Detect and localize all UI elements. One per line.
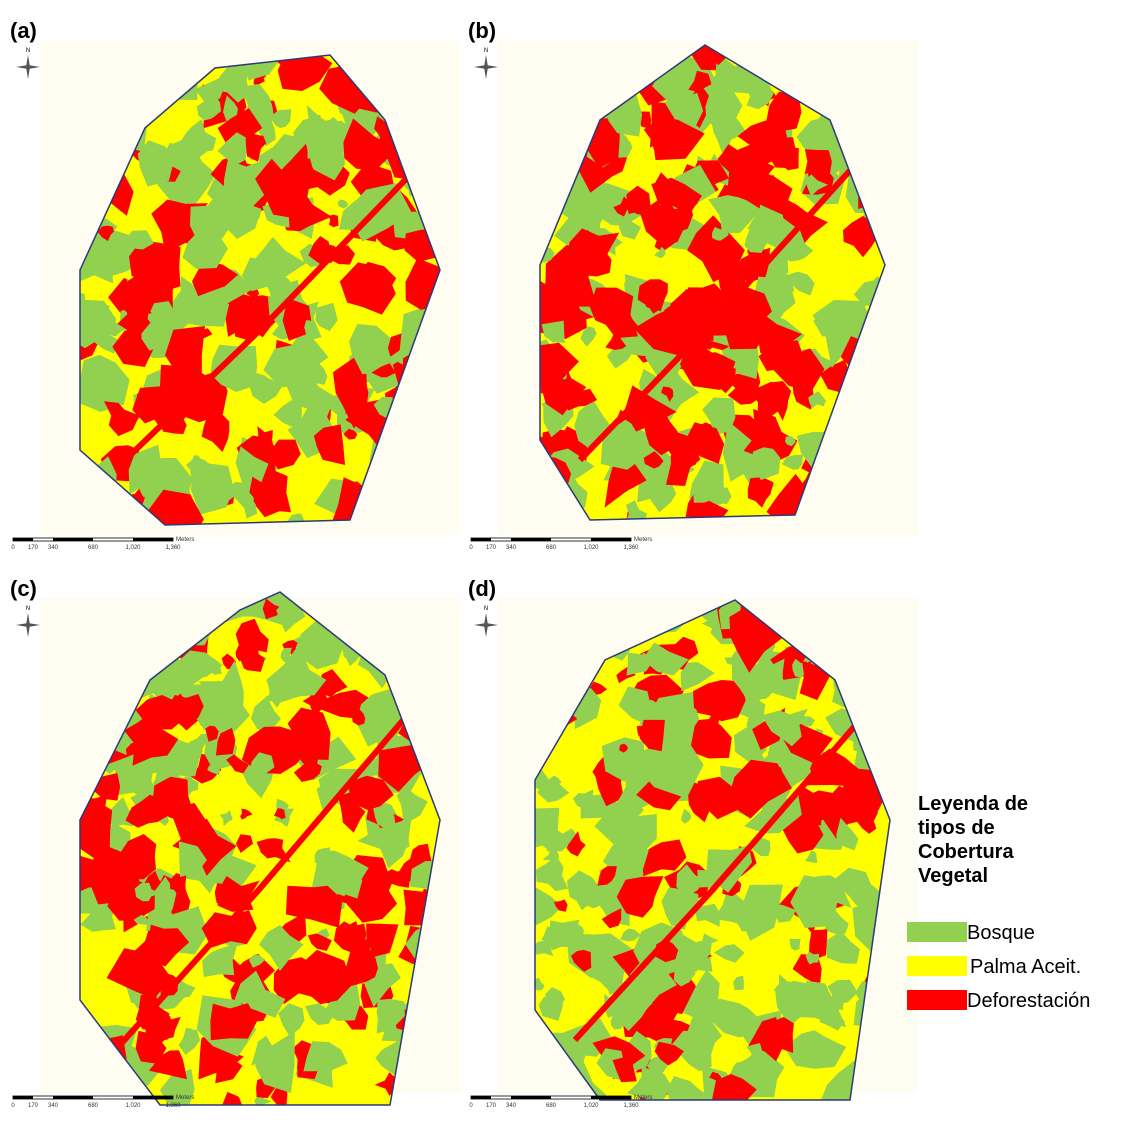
legend-swatch [907, 922, 967, 942]
compass [474, 55, 498, 79]
panel-label: (a) [10, 18, 37, 43]
north-label: N [484, 48, 488, 54]
panel-label: (d) [468, 576, 496, 601]
legend-label: Deforestación [967, 990, 1090, 1012]
scale-label: 0 [469, 545, 473, 551]
scale-label: 170 [28, 1103, 39, 1109]
scale-unit: Meters [634, 537, 652, 543]
scale-segment [53, 538, 93, 541]
scale-label: 680 [88, 545, 99, 551]
scale-unit: Meters [634, 1095, 652, 1101]
page: (a) N 0 170 340 680 1,020 1,360 Meters (b) N 0 170 34… [0, 0, 1134, 1122]
scale-segment [53, 1096, 93, 1099]
scale-label: 1,020 [583, 545, 599, 551]
scale-label: 0 [11, 1103, 15, 1109]
scale-label: 1,360 [165, 1103, 181, 1109]
legend-title: Leyenda de tipos de Cobertura Vegetal [918, 792, 1078, 888]
scale-label: 680 [546, 545, 557, 551]
legend-swatch [907, 990, 967, 1010]
legend-label: Palma Aceit. [970, 956, 1081, 978]
scale-segment [13, 538, 33, 541]
scale-segment [133, 1096, 173, 1099]
scale-label: 170 [486, 1103, 497, 1109]
scale-label: 170 [486, 545, 497, 551]
scale-label: 1,360 [623, 545, 639, 551]
scale-label: 1,020 [125, 1103, 141, 1109]
scale-label: 1,020 [583, 1103, 599, 1109]
scale-label: 680 [546, 1103, 557, 1109]
legend-title-box: Leyenda de tipos de Cobertura Vegetal [918, 792, 1078, 912]
scale-label: 680 [88, 1103, 99, 1109]
scale-label: 1,360 [623, 1103, 639, 1109]
panel-label: (c) [10, 576, 37, 601]
scale-label: 340 [48, 545, 59, 551]
scale-label: 1,360 [165, 545, 181, 551]
figure: (a) N 0 170 340 680 1,020 1,360 Meters (b) N 0 170 34… [0, 0, 1134, 1122]
scale-unit: Meters [176, 1095, 194, 1101]
legend-label: Bosque [967, 922, 1035, 944]
scale-label: 1,020 [125, 545, 141, 551]
scale-label: 0 [11, 545, 15, 551]
compass [16, 55, 40, 79]
scale-label: 340 [506, 1103, 517, 1109]
scale-unit: Meters [176, 537, 194, 543]
legend-swatch [907, 956, 967, 976]
scale-segment [511, 538, 551, 541]
scale-segment [591, 538, 631, 541]
scale-segment [471, 538, 491, 541]
north-label: N [484, 606, 488, 612]
compass [474, 613, 498, 637]
scale-label: 0 [469, 1103, 473, 1109]
panel-label: (b) [468, 18, 496, 43]
scale-label: 340 [48, 1103, 59, 1109]
scale-label: 340 [506, 545, 517, 551]
scale-segment [13, 1096, 33, 1099]
scale-segment [133, 538, 173, 541]
north-label: N [26, 606, 30, 612]
compass [16, 613, 40, 637]
scale-label: 170 [28, 545, 39, 551]
cover-patch [329, 215, 339, 228]
scale-segment [471, 1096, 491, 1099]
north-label: N [26, 48, 30, 54]
scale-segment [511, 1096, 551, 1099]
scale-segment [591, 1096, 631, 1099]
